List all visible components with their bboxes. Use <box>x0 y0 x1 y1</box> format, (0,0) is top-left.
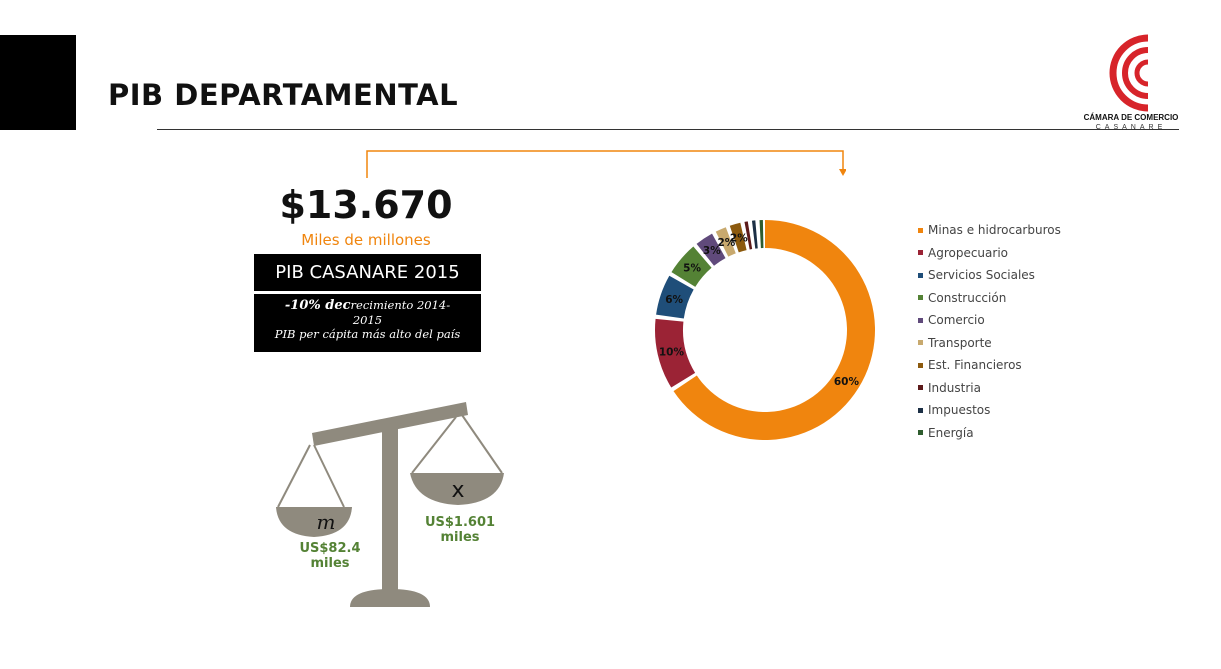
balance-scale-icon: m x <box>276 402 504 607</box>
donut-slice-2 <box>655 318 696 388</box>
donut-slice-6 <box>715 227 736 257</box>
donut-label-1: 60% <box>834 376 860 388</box>
legend-label-8: Industria <box>928 380 981 395</box>
legend-swatch-5 <box>918 317 923 323</box>
legend-label-2: Agropecuario <box>928 245 1009 260</box>
scale-left-unit: miles <box>310 556 350 571</box>
legend-item-8: Industria <box>918 377 1061 400</box>
pib-unit: Miles de millones <box>301 231 431 249</box>
legend-swatch-7 <box>918 362 923 368</box>
connector-arrow <box>366 150 846 178</box>
donut-slice-7 <box>729 222 747 253</box>
chart-legend: Minas e hidrocarburos Agropecuario Servici… <box>918 219 1061 444</box>
page-title: PIB DEPARTAMENTAL <box>108 78 459 112</box>
legend-swatch-1 <box>918 227 923 233</box>
decrease-bold: -10% dec <box>284 298 351 313</box>
legend-swatch-3 <box>918 272 923 278</box>
donut-slice-5 <box>696 233 726 266</box>
scale-left-value-box: US$82.4 miles <box>290 541 370 571</box>
pib-title-box: PIB CASANARE 2015 <box>254 254 481 291</box>
title-divider <box>157 129 1179 130</box>
scale-right-value: US$1.601 <box>424 515 496 530</box>
legend-label-10: Energía <box>928 425 974 440</box>
pib-info-box: -10% decrecimiento 2014- 2015 PIB per cá… <box>254 294 481 352</box>
donut-slice-9 <box>751 220 758 249</box>
donut-label-6: 2% <box>717 237 735 249</box>
logo-name: CÁMARA DE COMERCIO <box>1083 113 1179 122</box>
legend-label-9: Impuestos <box>928 403 991 418</box>
legend-item-9: Impuestos <box>918 399 1061 422</box>
donut-label-7: 2% <box>730 233 748 245</box>
donut-label-3: 6% <box>665 294 683 306</box>
decrease-rest: recimiento 2014- <box>350 298 451 312</box>
scale-left-value: US$82.4 <box>299 541 361 556</box>
donut-slice-8 <box>744 221 753 250</box>
legend-item-2: Agropecuario <box>918 242 1061 265</box>
legend-item-4: Construcción <box>918 287 1061 310</box>
donut-label-5: 3% <box>703 245 721 257</box>
scale-right-unit: miles <box>440 530 480 545</box>
donut-slice-4 <box>671 246 712 287</box>
donut-label-4: 5% <box>683 263 701 275</box>
decrease-years: 2015 <box>352 313 383 327</box>
camara-comercio-logo-icon <box>1109 34 1149 112</box>
pib-value: $13.670 <box>279 183 453 227</box>
donut-label-2: 10% <box>659 346 685 358</box>
legend-label-4: Construcción <box>928 290 1007 305</box>
donut-slice-10 <box>759 220 764 249</box>
legend-swatch-9 <box>918 407 923 413</box>
legend-item-1: Minas e hidrocarburos <box>918 219 1061 242</box>
legend-item-6: Transporte <box>918 332 1061 355</box>
legend-item-7: Est. Financieros <box>918 354 1061 377</box>
legend-swatch-10 <box>918 430 923 436</box>
black-corner-tab <box>0 35 76 130</box>
legend-swatch-2 <box>918 250 923 256</box>
legend-swatch-6 <box>918 340 923 346</box>
legend-swatch-8 <box>918 385 923 391</box>
scale-right-letter: x <box>451 478 464 503</box>
legend-label-5: Comercio <box>928 313 985 328</box>
legend-item-5: Comercio <box>918 309 1061 332</box>
legend-label-3: Servicios Sociales <box>928 268 1035 283</box>
legend-label-6: Transporte <box>928 335 992 350</box>
per-capita-note: PIB per cápita más alto del país <box>274 327 461 341</box>
legend-label-1: Minas e hidrocarburos <box>928 223 1061 238</box>
legend-item-10: Energía <box>918 422 1061 445</box>
donut-slice-3 <box>656 275 694 319</box>
scale-right-value-box: US$1.601 miles <box>412 515 508 545</box>
logo-sub: CASANARE <box>1095 124 1167 131</box>
scale-left-letter: m <box>317 510 336 534</box>
sector-donut-chart: 60%10%6%5%3%2%2% <box>655 220 875 440</box>
legend-item-3: Servicios Sociales <box>918 264 1061 287</box>
legend-swatch-4 <box>918 295 923 301</box>
legend-label-7: Est. Financieros <box>928 358 1022 373</box>
